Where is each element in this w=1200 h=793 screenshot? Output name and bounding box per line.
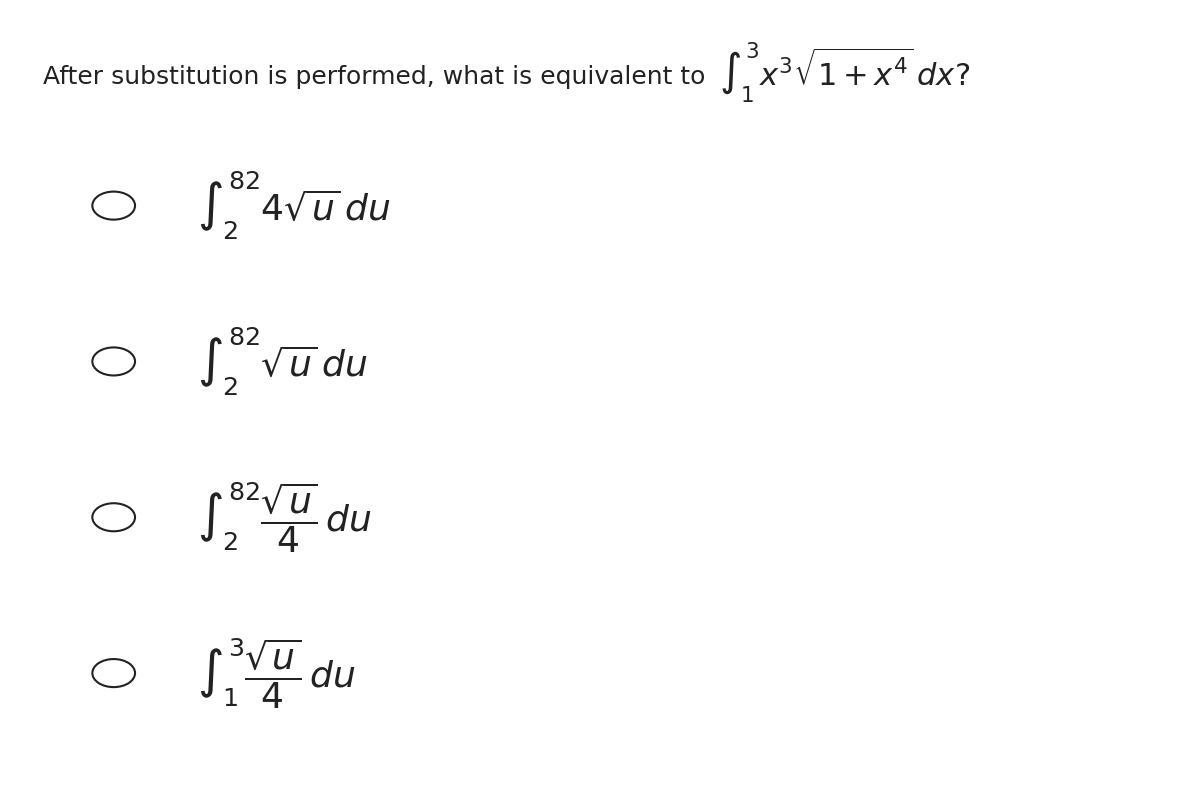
- Text: $\int_2^{82} 4\sqrt{u}\, du$: $\int_2^{82} 4\sqrt{u}\, du$: [197, 170, 390, 242]
- Text: After substitution is performed, what is equivalent to: After substitution is performed, what is…: [42, 65, 704, 89]
- Text: $\int_1^3 \dfrac{\sqrt{u}}{4}\, du$: $\int_1^3 \dfrac{\sqrt{u}}{4}\, du$: [197, 636, 355, 711]
- Text: $\int_2^{82} \dfrac{\sqrt{u}}{4}\, du$: $\int_2^{82} \dfrac{\sqrt{u}}{4}\, du$: [197, 480, 372, 555]
- Text: $\int_2^{82} \sqrt{u}\, du$: $\int_2^{82} \sqrt{u}\, du$: [197, 325, 367, 397]
- Text: $\int_1^3 x^3\sqrt{1+x^4}\, dx$?: $\int_1^3 x^3\sqrt{1+x^4}\, dx$?: [719, 41, 970, 105]
